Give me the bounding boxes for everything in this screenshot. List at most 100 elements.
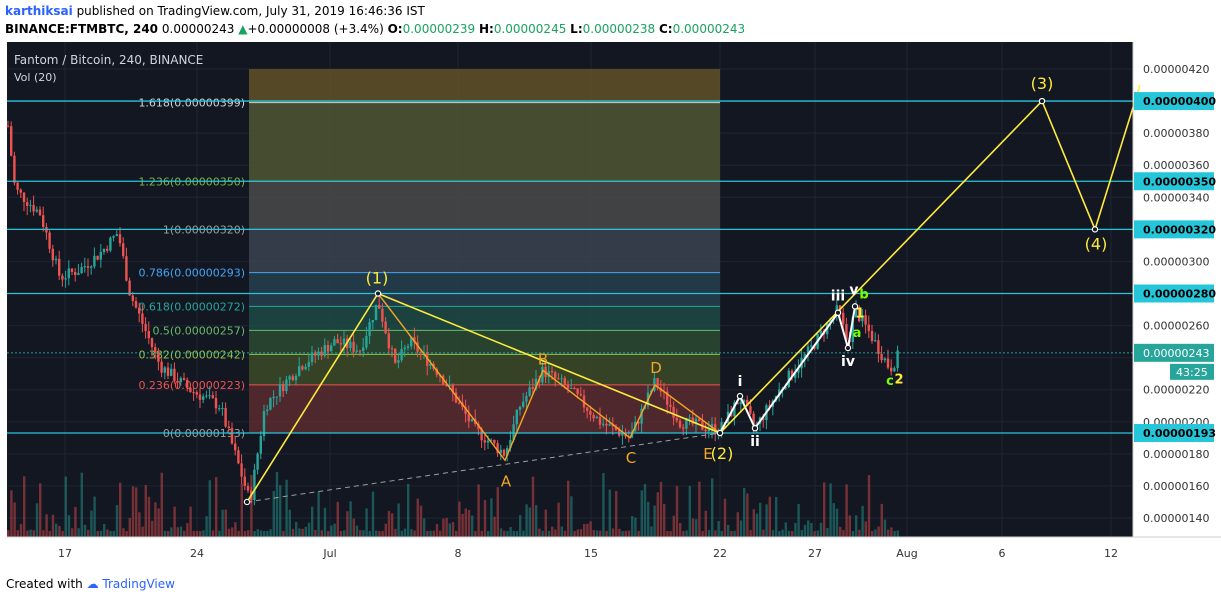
- open-label: O:: [387, 22, 403, 36]
- volume-bar: [848, 515, 851, 537]
- candle-body: [10, 126, 13, 156]
- candle-body: [886, 358, 890, 368]
- volume-bar: [579, 529, 583, 537]
- correction-label: E: [703, 445, 712, 463]
- x-tick-label: 17: [58, 547, 72, 560]
- price-change: +0.00000008 (+3.4%): [247, 22, 384, 36]
- volume-bar: [42, 530, 45, 537]
- volume-bar: [458, 501, 461, 537]
- candle-body: [707, 429, 710, 432]
- fib-label: 0.236(0.00000223): [138, 379, 245, 392]
- volume-bar: [765, 504, 768, 537]
- candle-body: [336, 339, 339, 344]
- volume-bar: [445, 517, 448, 537]
- volume-bar: [202, 530, 205, 537]
- candle-body: [51, 248, 54, 261]
- fib-zone: [249, 69, 720, 103]
- volume-bar: [339, 530, 343, 537]
- volume-bar: [768, 496, 771, 537]
- price-level-text: 0.00000193: [1143, 427, 1216, 440]
- candle-body: [806, 346, 810, 355]
- volume-bar: [621, 531, 624, 537]
- candle-body: [448, 384, 451, 387]
- sub-wave-label: v: [849, 282, 858, 298]
- volume-bar: [247, 530, 250, 537]
- price-level-text: 0.00000400: [1143, 95, 1216, 108]
- candle-body: [282, 384, 285, 392]
- price-chart[interactable]: 1.618(0.00000399)1.236(0.00000350)1(0.00…: [0, 42, 1221, 572]
- volume-bar: [170, 527, 173, 537]
- time-axis-area: [7, 537, 1133, 572]
- volume-bar: [650, 526, 653, 537]
- candle-body: [240, 463, 243, 477]
- candle-body: [272, 396, 275, 399]
- candle-body: [640, 408, 643, 424]
- candle-body: [160, 361, 163, 373]
- candle-body: [310, 352, 314, 363]
- candle-body: [29, 205, 32, 207]
- x-tick-label: 15: [584, 547, 598, 560]
- candle-body: [570, 387, 573, 389]
- volume-bar: [826, 527, 829, 537]
- candle-body: [291, 376, 294, 381]
- candle-body: [746, 399, 749, 407]
- volume-bar: [160, 472, 163, 537]
- volume-bar: [416, 498, 419, 537]
- candle-body: [173, 368, 176, 382]
- candle-body: [381, 308, 384, 322]
- wave-node: [1091, 226, 1099, 233]
- volume-bar: [311, 506, 314, 537]
- candle-body: [858, 307, 861, 322]
- minor-wave-label: c: [886, 374, 894, 389]
- candle-body: [499, 449, 502, 453]
- volume-bar: [451, 522, 455, 537]
- volume-bar: [675, 486, 679, 537]
- candle-body: [397, 360, 400, 363]
- candle-body: [102, 248, 106, 253]
- candle-body: [13, 155, 16, 183]
- candle-body: [48, 232, 51, 249]
- volume-bar: [634, 517, 637, 537]
- candle-body: [314, 352, 317, 356]
- volume-bar: [381, 530, 384, 537]
- volume-bar: [74, 506, 77, 537]
- volume-bar: [115, 505, 119, 537]
- minor-wave-label: 1: [855, 307, 864, 322]
- author-name[interactable]: karthiksai: [5, 4, 73, 18]
- volume-bar: [775, 496, 778, 537]
- candle-body: [518, 406, 522, 410]
- volume-bar: [221, 509, 224, 537]
- volume-bar: [867, 475, 871, 537]
- volume-bar: [272, 490, 275, 537]
- candle-body: [227, 426, 230, 429]
- candle-body: [573, 387, 576, 389]
- candle-body: [874, 340, 877, 342]
- volume-bar: [263, 530, 266, 537]
- candle-body: [602, 423, 605, 425]
- candle-body: [560, 378, 563, 380]
- y-tick-label: 0.00000260: [1143, 320, 1209, 333]
- candle-body: [454, 392, 458, 403]
- volume-bar: [858, 529, 861, 537]
- volume-bar: [224, 509, 227, 537]
- volume-bar: [253, 530, 256, 537]
- volume-bar: [739, 520, 743, 537]
- candle-body: [182, 378, 186, 380]
- fib-zone: [249, 229, 720, 273]
- volume-bar: [106, 529, 109, 537]
- volume-bar: [576, 529, 579, 537]
- candle-body: [118, 234, 122, 244]
- wave-node: [751, 425, 759, 432]
- candle-body: [790, 370, 794, 378]
- volume-bar: [547, 530, 551, 537]
- candle-body: [342, 338, 346, 345]
- volume-bar: [394, 528, 397, 537]
- tradingview-logo[interactable]: ☁ TradingView: [86, 577, 175, 591]
- volume-bar: [832, 503, 835, 537]
- candle-body: [186, 379, 189, 388]
- candle-body: [698, 418, 701, 422]
- volume-bar: [90, 510, 93, 537]
- volume-bar: [7, 530, 10, 537]
- quote-line: BINANCE:FTMBTC, 240 0.00000243 ▲+0.00000…: [5, 22, 745, 36]
- candle-body: [778, 389, 781, 396]
